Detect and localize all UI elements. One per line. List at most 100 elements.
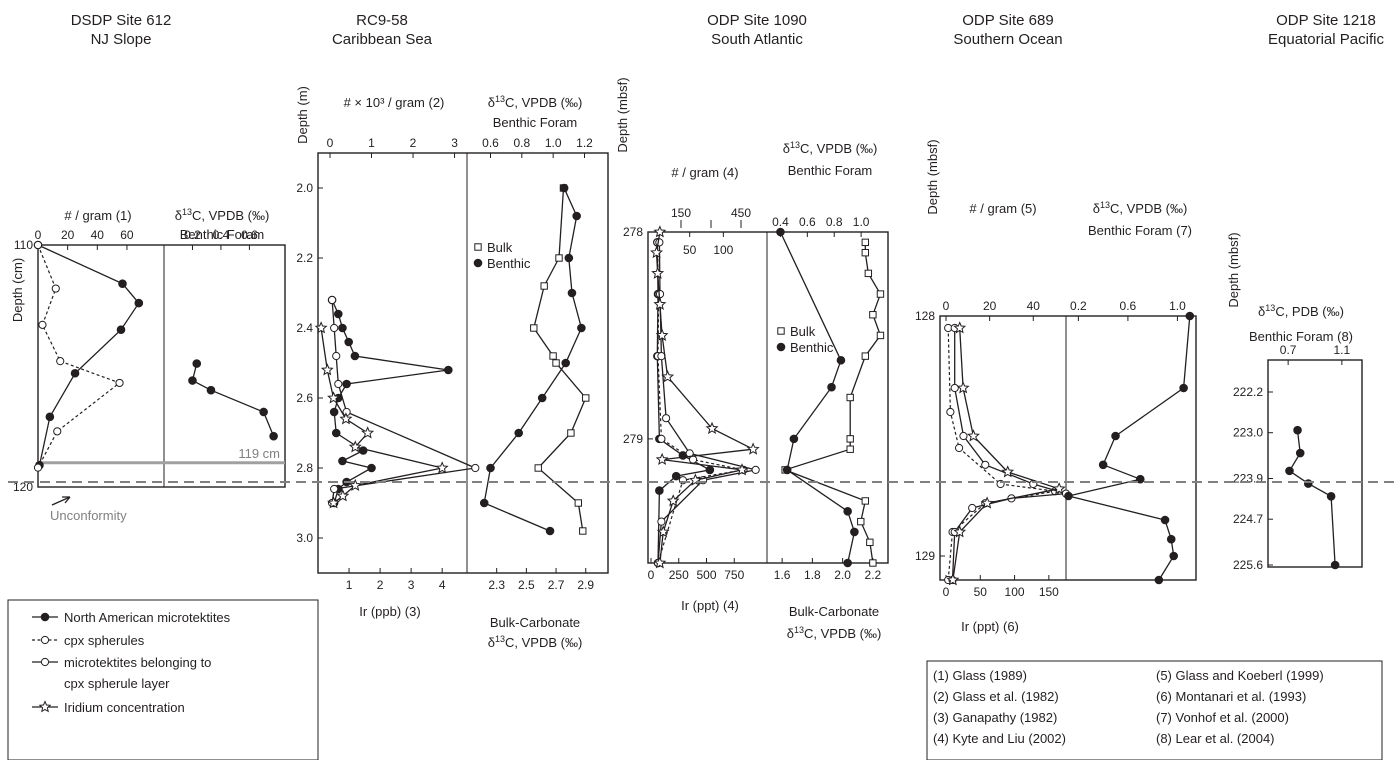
x-axis-label: # / gram (4) — [671, 165, 738, 180]
data-point — [331, 428, 341, 438]
data-point — [486, 463, 495, 473]
data-point — [344, 337, 353, 347]
data-point — [336, 489, 350, 502]
tick-label: 2.9 — [577, 578, 594, 592]
data-point — [559, 183, 569, 193]
data-point — [1185, 311, 1195, 321]
unconformity-arrow-label: Unconformity — [50, 508, 127, 523]
legend-label: Iridium concentration — [64, 700, 185, 715]
data-point — [330, 323, 339, 333]
data-point — [1052, 481, 1066, 495]
data-point — [981, 460, 990, 469]
panel-series-group — [944, 321, 1071, 586]
tick-label: 2.4 — [296, 321, 313, 335]
data-point — [966, 429, 980, 442]
references-frame — [926, 660, 1383, 760]
tick-label: 1.0 — [853, 215, 870, 229]
data-point — [1179, 383, 1188, 393]
legend-marker — [38, 700, 52, 713]
data-point — [866, 538, 874, 547]
series-line — [37, 244, 140, 466]
y-axis-label: Depth (cm) — [10, 258, 25, 322]
data-point — [435, 461, 449, 474]
tick-label: 750 — [724, 568, 744, 582]
tick-label: 2.3 — [488, 578, 505, 592]
unconformity-arrow — [51, 496, 71, 506]
tick-label: 128 — [915, 309, 935, 323]
data-point — [471, 463, 480, 473]
data-point — [1326, 492, 1336, 501]
data-point — [479, 498, 489, 508]
data-point — [51, 284, 60, 293]
x-axis-label: δ13C, VPDB (‰) — [783, 140, 878, 156]
tick-label: 2 — [377, 578, 384, 592]
data-point — [327, 496, 341, 509]
tick-label: 1 — [368, 136, 375, 150]
data-point — [850, 527, 859, 537]
tick-label: 0.8 — [513, 136, 530, 150]
data-point — [1169, 551, 1179, 561]
tick-label: 2.5 — [518, 578, 535, 592]
data-point — [1064, 491, 1073, 501]
tick-label: 129 — [915, 549, 935, 563]
tick-label: 100 — [1005, 585, 1025, 599]
tick-label: 0 — [648, 568, 655, 582]
legend-marker — [777, 327, 785, 335]
x-axis-label: Benthic Foram (7) — [1088, 223, 1192, 238]
data-point — [339, 412, 353, 425]
reference-item: (2) Glass et al. (1982) — [933, 689, 1059, 704]
data-point — [577, 323, 586, 333]
data-point — [332, 351, 341, 361]
data-point — [946, 407, 955, 417]
tick-label: 3 — [408, 578, 415, 592]
legend-label: North American microtektites — [64, 610, 231, 625]
panel-series-group — [479, 183, 590, 536]
data-point — [857, 517, 865, 526]
data-point — [33, 463, 43, 472]
legend-label: Benthic — [487, 256, 531, 271]
data-point — [329, 407, 339, 417]
data-point — [330, 484, 339, 494]
data-point — [561, 358, 571, 368]
data-point — [789, 434, 799, 444]
site-title: DSDP Site 612 — [71, 12, 172, 29]
site-title: ODP Site 1218 — [1276, 12, 1376, 29]
tick-label: 2 — [410, 136, 417, 150]
reference-item: (6) Montanari et al. (1993) — [1156, 689, 1306, 704]
data-point — [1111, 431, 1120, 441]
tick-label: 120 — [13, 480, 33, 494]
tick-label: 500 — [696, 568, 716, 582]
data-point — [564, 253, 574, 263]
tick-label: 223.0 — [1233, 426, 1263, 440]
panel-series-group — [650, 225, 760, 569]
series-line — [320, 327, 443, 504]
data-point — [118, 279, 127, 289]
x-axis-label: δ13C, VPDB (‰) — [488, 94, 583, 110]
tick-label: 40 — [1027, 299, 1041, 313]
data-point — [338, 323, 347, 333]
tick-label: 100 — [713, 243, 733, 257]
tick-label: 1.1 — [1334, 343, 1351, 357]
legend-label: Benthic — [790, 340, 834, 355]
data-point — [582, 394, 590, 402]
data-point — [651, 266, 665, 279]
data-point — [746, 442, 760, 455]
data-point — [861, 248, 870, 257]
data-point — [869, 311, 877, 319]
data-point — [735, 463, 749, 476]
reference-item: (1) Glass (1989) — [933, 668, 1027, 683]
data-point — [956, 381, 970, 394]
tick-label: 150 — [671, 206, 691, 220]
data-point — [653, 297, 667, 310]
data-point — [1295, 448, 1305, 458]
data-point — [776, 227, 785, 237]
data-point — [653, 556, 667, 569]
tick-label: 0.6 — [482, 136, 499, 150]
site-title: Equatorial Pacific — [1268, 31, 1384, 48]
legend-marker — [474, 243, 482, 251]
data-point — [843, 558, 852, 568]
tick-label: 20 — [983, 299, 997, 313]
tick-label: 0.4 — [772, 215, 789, 229]
data-point — [656, 525, 670, 538]
data-point — [552, 359, 560, 367]
